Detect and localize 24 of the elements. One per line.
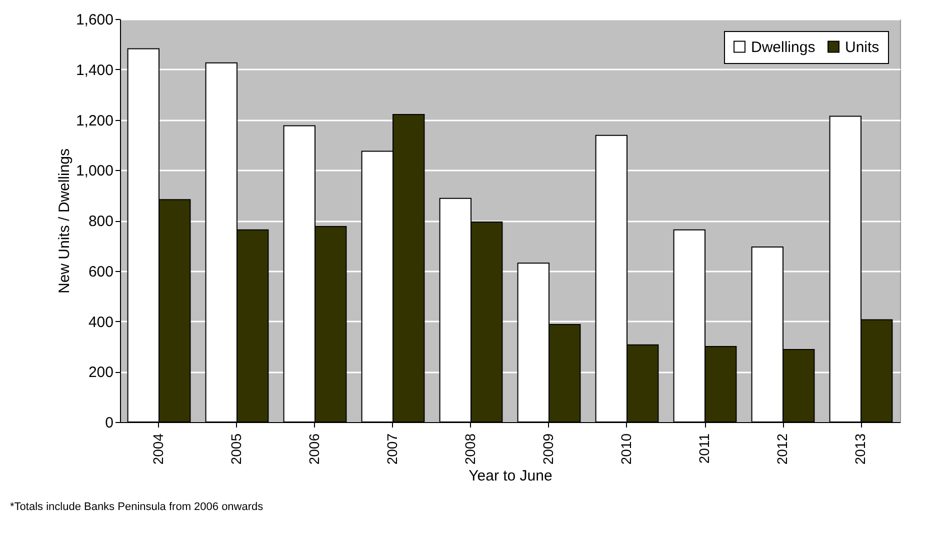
x-axis-title: Year to June xyxy=(468,468,552,485)
x-tick-label: 2011 xyxy=(696,433,712,464)
y-tick-label: 0 xyxy=(105,414,114,432)
y-tick-label: 600 xyxy=(88,263,114,280)
y-tick-label: 1,600 xyxy=(76,12,114,28)
x-tick-label: 2010 xyxy=(618,433,634,465)
y-tick-label: 1,200 xyxy=(76,112,114,130)
y-tick-label: 200 xyxy=(88,364,114,382)
x-tick-label: 2004 xyxy=(150,433,166,465)
x-tick-label: 2012 xyxy=(774,433,790,465)
y-tick-label: 1,400 xyxy=(76,62,114,79)
x-tick-label: 2006 xyxy=(306,433,322,465)
x-tick-label: 2009 xyxy=(540,433,556,465)
text: *Totals include Banks Peninsula from 2006 onwards xyxy=(10,501,264,513)
x-tick-label: 2008 xyxy=(462,433,478,465)
y-axis-title: New Units / Dwellings xyxy=(56,148,73,294)
legend-label: Units xyxy=(845,38,880,56)
x-tick-label: 2007 xyxy=(384,433,400,465)
y-tick-label: 400 xyxy=(88,314,114,331)
y-tick-label: 1,000 xyxy=(76,162,114,180)
y-tick-label: 800 xyxy=(88,213,114,230)
x-tick-label: 2005 xyxy=(228,433,244,465)
x-tick-label: 2013 xyxy=(852,433,868,465)
legend-label: Dwellings xyxy=(751,38,816,56)
